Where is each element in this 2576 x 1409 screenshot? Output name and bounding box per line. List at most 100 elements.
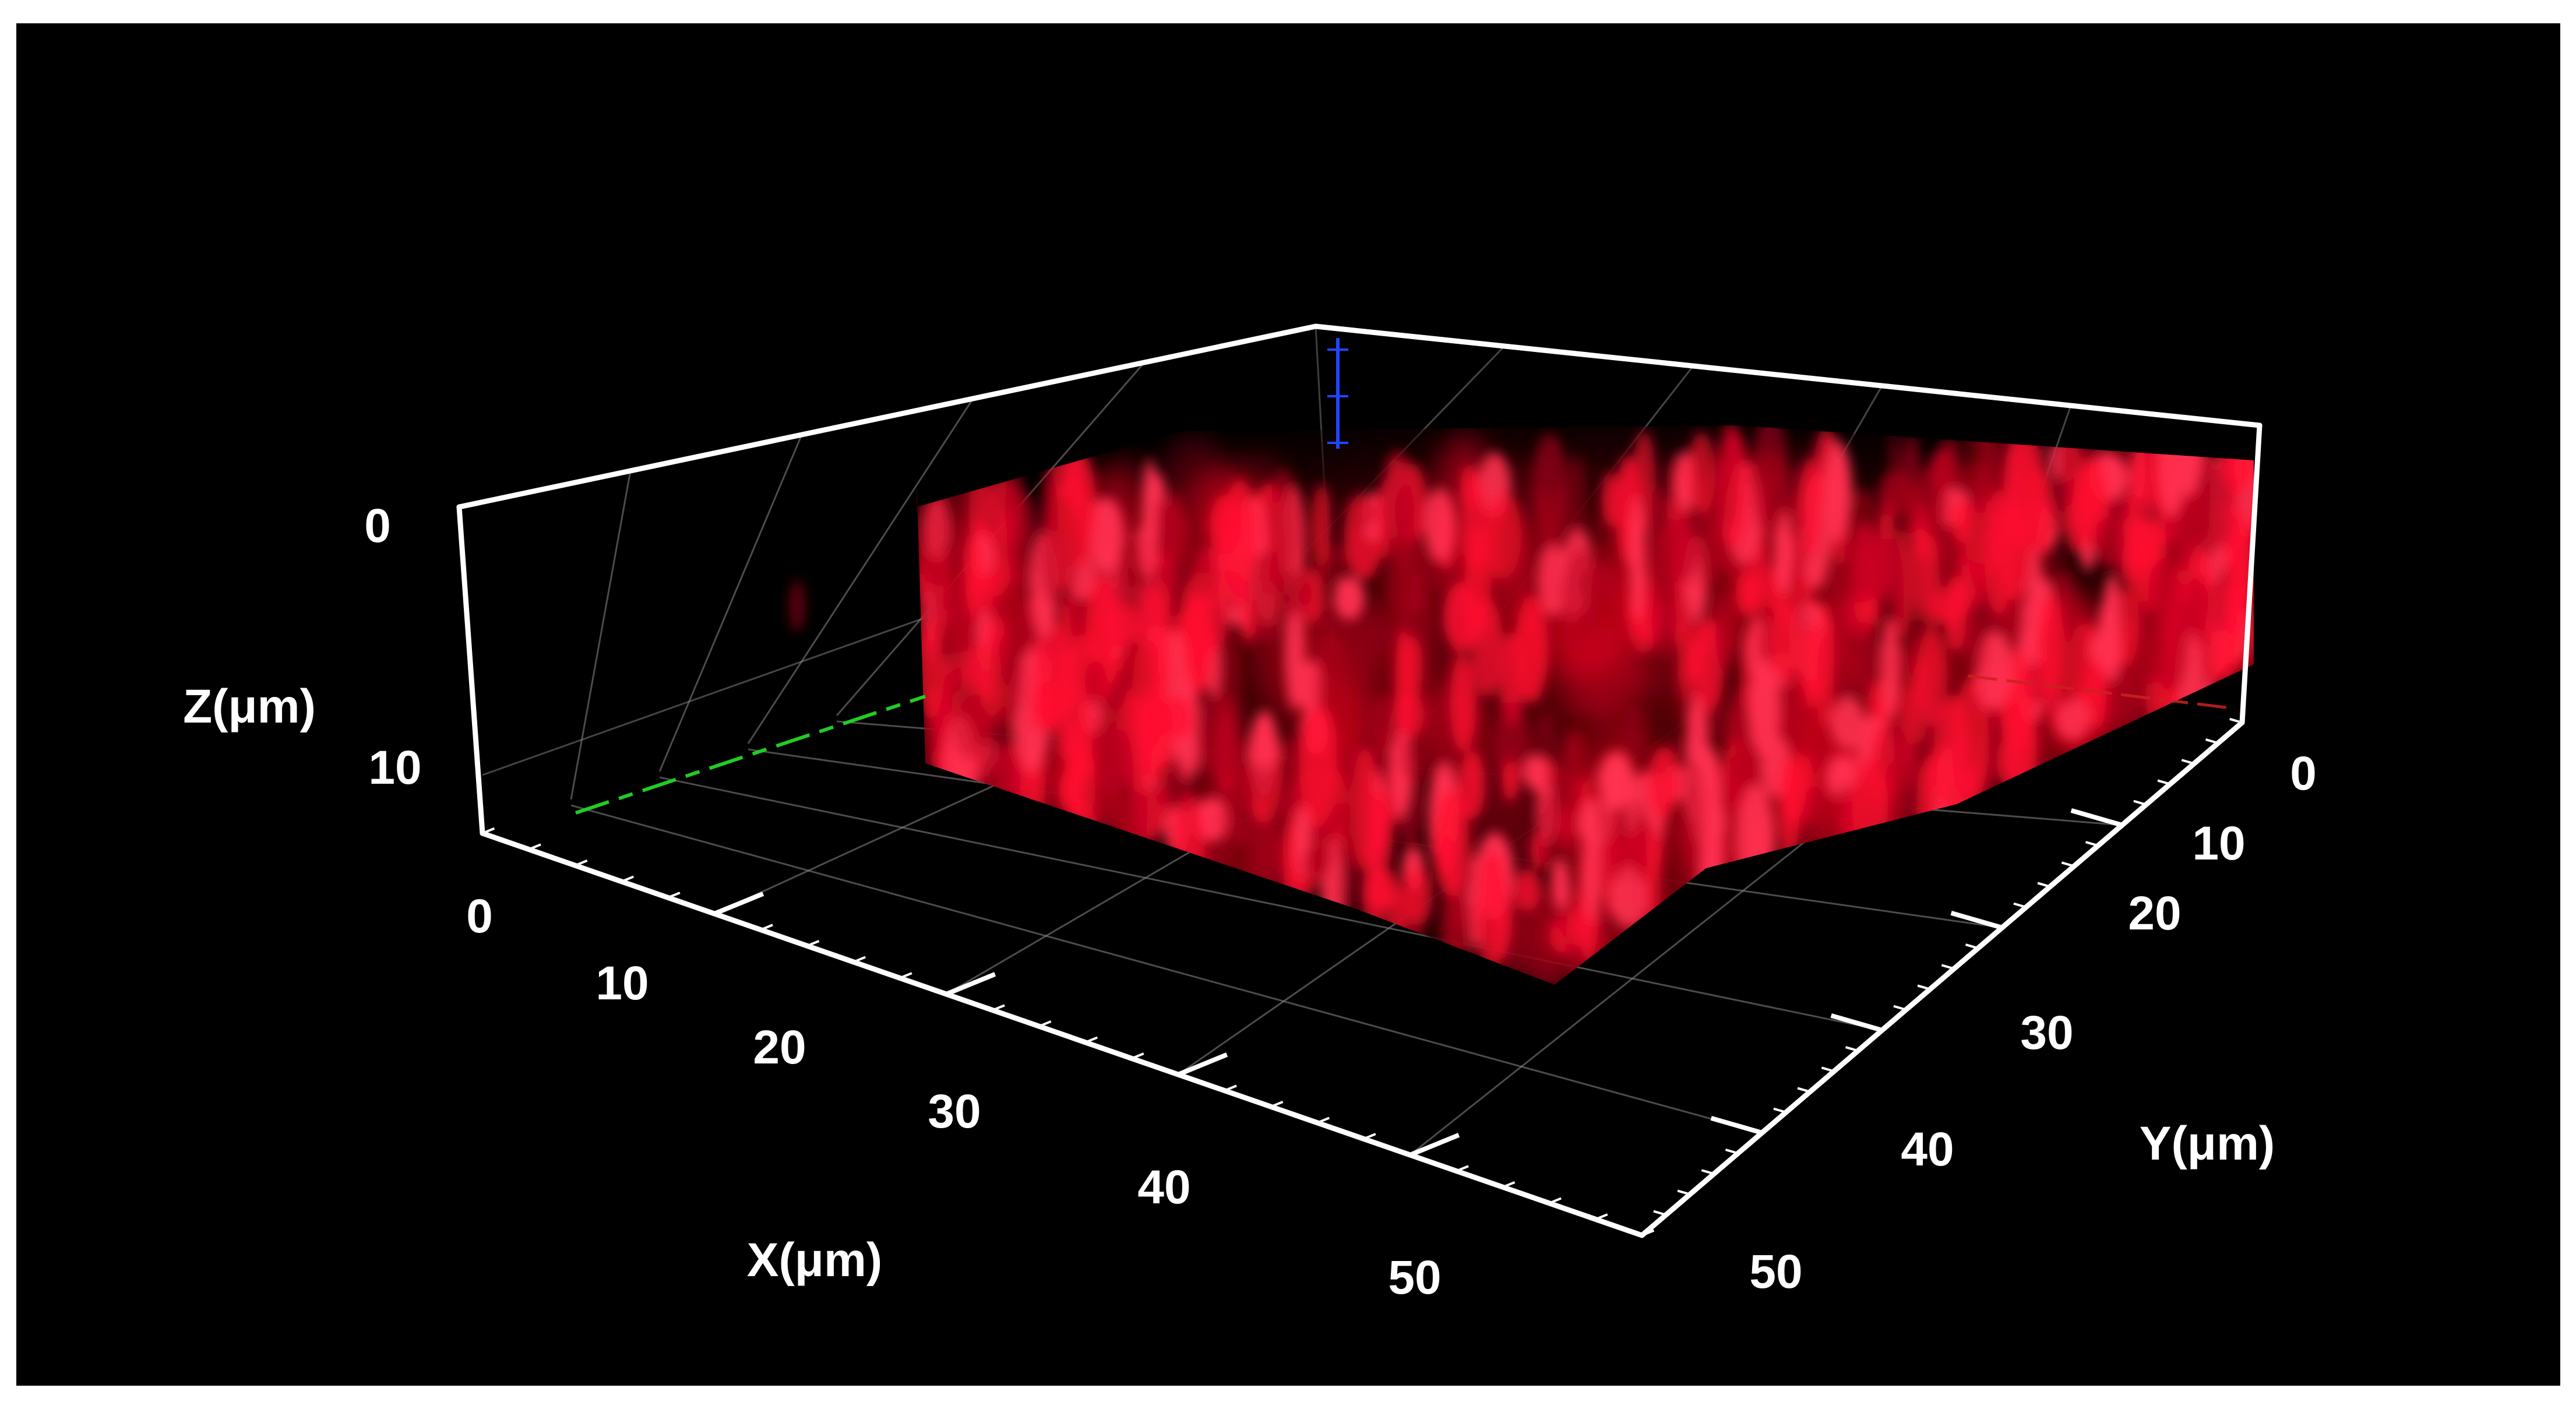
cell-column <box>1264 760 1288 871</box>
box-edge-top-back-left <box>456 323 1319 510</box>
x-axis-marker <box>575 695 926 815</box>
y-tick-mark <box>1950 910 2003 930</box>
cell-column <box>1560 731 1581 858</box>
x-tick-mark <box>1131 1052 1144 1060</box>
cell-column <box>1918 465 1948 537</box>
cell-column <box>1830 696 1865 750</box>
y-tick-mark <box>2229 717 2243 724</box>
cell-column <box>1552 859 1570 911</box>
cell-column <box>1475 850 1509 969</box>
cell-column <box>1471 597 1503 698</box>
y-tick-mark <box>1821 1066 1835 1073</box>
x-tick-mark <box>1641 1229 1655 1237</box>
x-tick-mark <box>760 924 773 931</box>
cell-column <box>1227 766 1257 813</box>
y-tick-mark <box>2157 779 2170 785</box>
x-tick-mark <box>1363 1133 1376 1140</box>
cell-column <box>1531 434 1568 549</box>
y-tick-mark <box>1701 1169 1715 1175</box>
cell-column <box>1582 803 1602 924</box>
cell-column <box>1844 488 1881 604</box>
cell-column <box>1674 512 1697 583</box>
y-tick-mark <box>2181 759 2195 765</box>
cell-column <box>2129 439 2149 533</box>
cell-column <box>1402 865 1433 926</box>
x-tick-mark <box>1317 1116 1330 1124</box>
cell-column <box>1087 497 1125 572</box>
cell-column <box>1749 659 1780 758</box>
y-tick-mark <box>1677 1189 1690 1196</box>
cell-column <box>1502 760 1518 802</box>
x-tick-mark <box>482 827 495 834</box>
cell-column <box>1934 695 1971 817</box>
cell-column <box>1650 533 1678 659</box>
y-axis-label: Y(μm) <box>2140 1117 2275 1170</box>
cell-column <box>2159 425 2185 517</box>
x-tick-mark <box>1595 1213 1608 1221</box>
y-axis-marker <box>1968 674 2231 710</box>
y-tick-mark <box>2205 738 2219 745</box>
cell-column <box>1566 453 1587 540</box>
cell-column <box>1104 605 1142 646</box>
cell-column <box>983 742 1021 821</box>
cell-column <box>1222 479 1258 603</box>
cell-column <box>1911 524 1927 624</box>
x-tick-mark <box>945 972 996 996</box>
box-edge-left-vertical <box>456 504 485 836</box>
x-tick-mark <box>1409 1133 1460 1157</box>
y-tick-mark <box>1830 1013 1883 1033</box>
cell-column <box>1823 441 1852 543</box>
cell-column <box>2037 594 2064 705</box>
y-tick-mark <box>1653 1210 1666 1216</box>
cell-column <box>1153 760 1192 811</box>
x-tick-mark <box>1177 1052 1228 1077</box>
x-tick-label: 20 <box>753 1021 806 1074</box>
cell-column <box>1031 681 1062 734</box>
cell-column <box>1985 490 2013 615</box>
box-edge-bottom-front-y <box>1639 720 2245 1238</box>
cell-column <box>917 657 946 695</box>
confocal-3d-render: 0 10 Z(μm) 0 10 20 30 40 50 X(μm) 0 10 2… <box>183 323 2317 1304</box>
cell-column <box>1342 494 1377 531</box>
x-tick-mark <box>992 1004 1005 1012</box>
x-tick-label: 40 <box>1137 1161 1190 1214</box>
cell-column <box>1299 704 1337 827</box>
cell-column <box>1877 538 1904 644</box>
cell-column <box>1450 654 1476 752</box>
cell-column <box>1901 434 1922 537</box>
z-tick-label: 10 <box>368 741 421 794</box>
cell-column <box>1798 786 1829 873</box>
cell-column <box>2026 547 2043 644</box>
y-tick-mark <box>2013 902 2027 908</box>
cell-column <box>1852 759 1888 855</box>
x-tick-mark <box>806 939 820 947</box>
y-tick-label: 20 <box>2128 887 2181 940</box>
cell-column <box>974 699 999 746</box>
y-tick-mark <box>1845 1046 1859 1052</box>
cell-column <box>1365 868 1399 910</box>
cell-column <box>1759 604 1777 675</box>
cell-column <box>1715 591 1735 672</box>
x-tick-label: 50 <box>1388 1251 1441 1304</box>
x-tick-mark <box>899 972 912 980</box>
cell-column <box>1630 801 1648 883</box>
cell-column <box>2193 464 2233 554</box>
cell-column <box>2088 661 2106 728</box>
wall-grid-line <box>482 617 926 776</box>
y-tick-mark <box>2133 799 2147 806</box>
cell-column <box>1646 842 1661 928</box>
cell-column <box>1719 425 1740 530</box>
x-tick-label: 0 <box>466 890 493 943</box>
cell-column <box>1562 547 1599 653</box>
cell-column <box>1514 596 1549 703</box>
y-tick-mark <box>2061 861 2075 868</box>
cell-column <box>1749 452 1788 496</box>
cell-column <box>965 532 983 618</box>
y-tick-mark <box>1629 1230 1643 1237</box>
x-tick-mark <box>667 892 681 899</box>
cell-column <box>1312 483 1331 569</box>
cell-column <box>1166 492 1187 591</box>
box-edge-bottom-front-x <box>480 830 1645 1238</box>
box-edge-top-back-right <box>1313 323 2263 428</box>
cell-column <box>1956 611 1979 654</box>
